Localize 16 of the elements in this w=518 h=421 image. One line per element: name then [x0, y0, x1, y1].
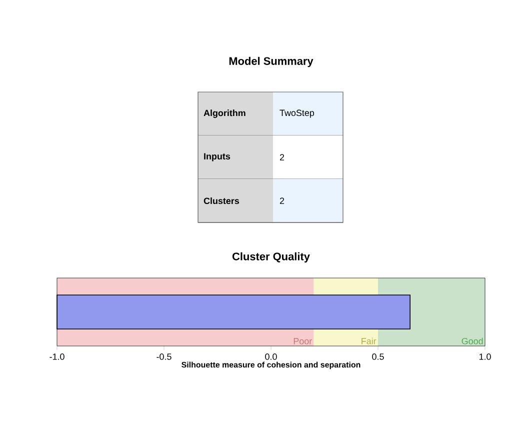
x-tick-label: 0.0: [265, 354, 277, 360]
x-tick-label: -1.0: [50, 354, 64, 360]
x-tick-label: 0.5: [372, 354, 384, 360]
x-tick-label: 1.0: [479, 354, 491, 360]
x-tick-label: -0.5: [156, 354, 172, 360]
chart-title: Cluster Quality: [232, 252, 310, 262]
text: Model Summary: [229, 56, 314, 68]
band-label: Good: [462, 338, 483, 344]
band-label: Poor: [294, 338, 312, 344]
text: Inputs: [204, 153, 230, 162]
text: 2: [280, 198, 284, 204]
band-label: Fair: [362, 338, 376, 344]
text: Algorithm: [204, 110, 246, 118]
text: 2: [280, 154, 284, 160]
text: Clusters: [204, 197, 240, 204]
text: TwoStep: [280, 110, 314, 118]
